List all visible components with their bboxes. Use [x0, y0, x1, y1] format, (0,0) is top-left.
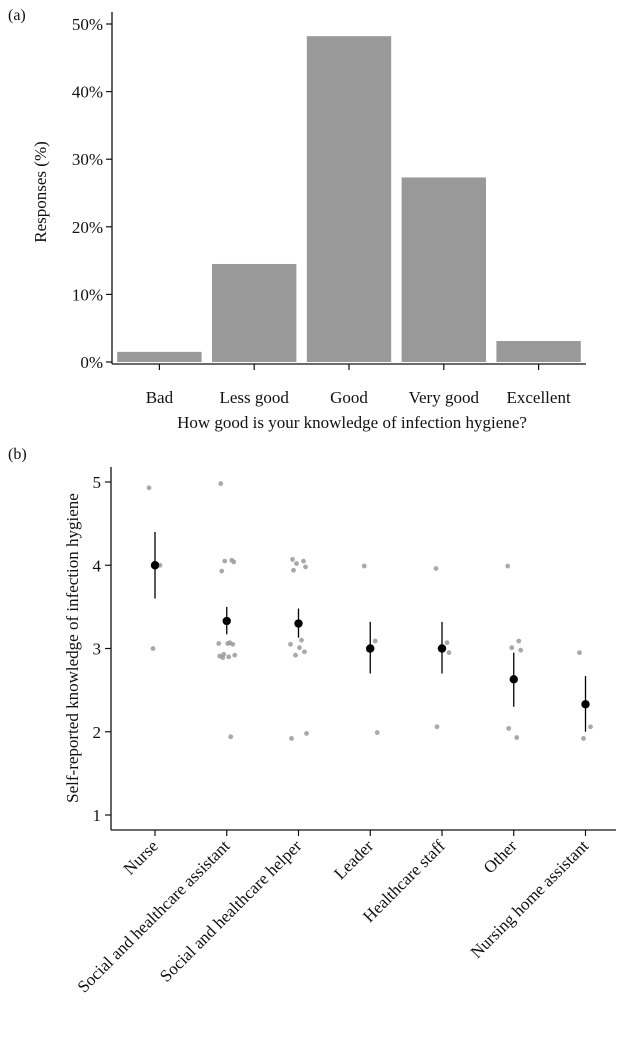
panel-b-x-tick-label: Leader — [330, 836, 377, 883]
panel-b-response-point — [216, 641, 222, 646]
panel-b-mean-point — [294, 619, 303, 628]
panel-b-response-point — [225, 641, 231, 646]
panel-a-bar — [401, 177, 486, 362]
panel-a-y-tick-label: 40% — [72, 83, 103, 102]
panel-a-bars — [117, 36, 581, 362]
panel-a-x-tick-label: Less good — [219, 388, 289, 407]
panel-b-y-tick-label: 5 — [93, 473, 102, 492]
panel-b-response-point — [505, 563, 511, 569]
panel-a-y-ticks: 0% 10% 20% 30% 40% 50% — [72, 15, 112, 372]
panel-b-points — [146, 481, 593, 741]
panel-b-response-point — [581, 736, 586, 741]
panel-b-response-point — [289, 736, 294, 741]
panel-b-mean-point — [366, 644, 375, 653]
panel-b-y-tick-label: 2 — [93, 723, 102, 742]
panel-b-y-tick-label: 3 — [93, 640, 102, 659]
panel-a-y-tick-label: 30% — [72, 150, 103, 169]
panel-b-response-point — [150, 646, 156, 651]
panel-b-x-tick-label: Nursing home assistant — [467, 836, 593, 962]
panel-b-x-tick-label: Nurse — [120, 836, 162, 878]
panel-b-y-ticks: 1 2 3 4 5 — [93, 473, 111, 825]
panel-b-mean-point — [509, 675, 518, 684]
panel-b-response-point — [509, 645, 515, 651]
panel-b-response-point — [577, 650, 582, 656]
panel-a-x-axis-title: How good is your knowledge of infection … — [177, 413, 527, 432]
panel-b-response-point — [303, 564, 308, 570]
panel-b-x-tick-label: Social and healthcare helper — [156, 836, 306, 986]
panel-b-response-point — [446, 650, 452, 656]
panel-b-response-point — [434, 724, 440, 730]
panel-a-x-tick-label: Very good — [409, 388, 480, 407]
panel-b-y-tick-label: 4 — [93, 556, 102, 575]
panel-b-response-point — [299, 637, 304, 643]
panel-a-label: (a) — [8, 7, 26, 24]
panel-a-bar — [496, 341, 581, 362]
panel-b-response-point — [232, 652, 238, 658]
panel-a-y-tick-label: 0% — [80, 353, 103, 372]
panel-b-response-point — [302, 649, 307, 655]
panel-b-response-point — [290, 557, 295, 562]
panel-b-x-tick-label: Other — [480, 836, 521, 877]
panel-b-response-point — [372, 638, 378, 644]
panel-b-mean-point — [222, 616, 231, 626]
panel-b-y-tick-label: 1 — [93, 806, 102, 825]
panel-b-y-axis-title: Self-reported knowledge of infection hyg… — [63, 493, 82, 803]
panel-a-bar — [306, 36, 392, 362]
panel-b-mean-point — [150, 561, 160, 570]
panel-b-mean-point — [437, 644, 447, 653]
panel-b-response-point — [288, 641, 293, 647]
panel-b-response-point — [374, 730, 380, 735]
panel-b-response-point — [228, 734, 234, 740]
panel-b-response-point — [444, 640, 450, 646]
panel-b-response-point — [219, 568, 225, 574]
panel-b-response-point — [293, 652, 298, 658]
panel-b-response-point — [514, 735, 520, 740]
panel-b-response-point — [230, 641, 236, 647]
panel-b-response-point — [220, 655, 226, 661]
panel-b-response-point — [294, 561, 299, 566]
panel-b-mean-point — [581, 700, 590, 709]
panel-a-bar — [212, 263, 297, 362]
panel-b-response-point — [297, 645, 302, 651]
panel-b-response-point — [218, 481, 224, 487]
panel-b-response-point — [301, 558, 306, 564]
panel-b-response-point — [304, 731, 309, 736]
panel-a: (a) 0% 10% 20% 30% 40% 50% Bad Less good Good Ve… — [8, 7, 586, 432]
panel-a-y-tick-label: 50% — [72, 15, 103, 34]
panel-a-x-tick-label: Bad — [146, 388, 174, 407]
panel-a-x-ticks: Bad Less good Good Very good Excellent — [146, 364, 571, 407]
panel-b-response-point — [146, 485, 152, 491]
panel-b-response-point — [222, 558, 228, 564]
panel-b-response-point — [361, 563, 367, 569]
panel-b-response-point — [588, 724, 593, 730]
panel-b-response-point — [231, 559, 237, 565]
panel-a-y-axis-title: Responses (%) — [31, 141, 50, 243]
panel-a-y-tick-label: 10% — [72, 285, 103, 304]
panel-b-response-point — [516, 638, 522, 644]
panel-b-response-point — [226, 654, 232, 660]
panel-b-response-point — [506, 726, 512, 731]
panel-b-label: (b) — [8, 446, 27, 463]
panel-b-response-point — [433, 566, 439, 571]
panel-b-means — [150, 531, 590, 732]
panel-a-y-tick-label: 20% — [72, 218, 103, 237]
panel-b-response-point — [518, 647, 524, 653]
panel-b-response-point — [291, 567, 296, 573]
panel-b-x-tick-label: Social and healthcare assistant — [74, 836, 234, 996]
panel-a-x-tick-label: Excellent — [506, 388, 570, 407]
panel-a-bar — [117, 351, 202, 362]
panel-a-x-tick-label: Good — [330, 388, 368, 407]
